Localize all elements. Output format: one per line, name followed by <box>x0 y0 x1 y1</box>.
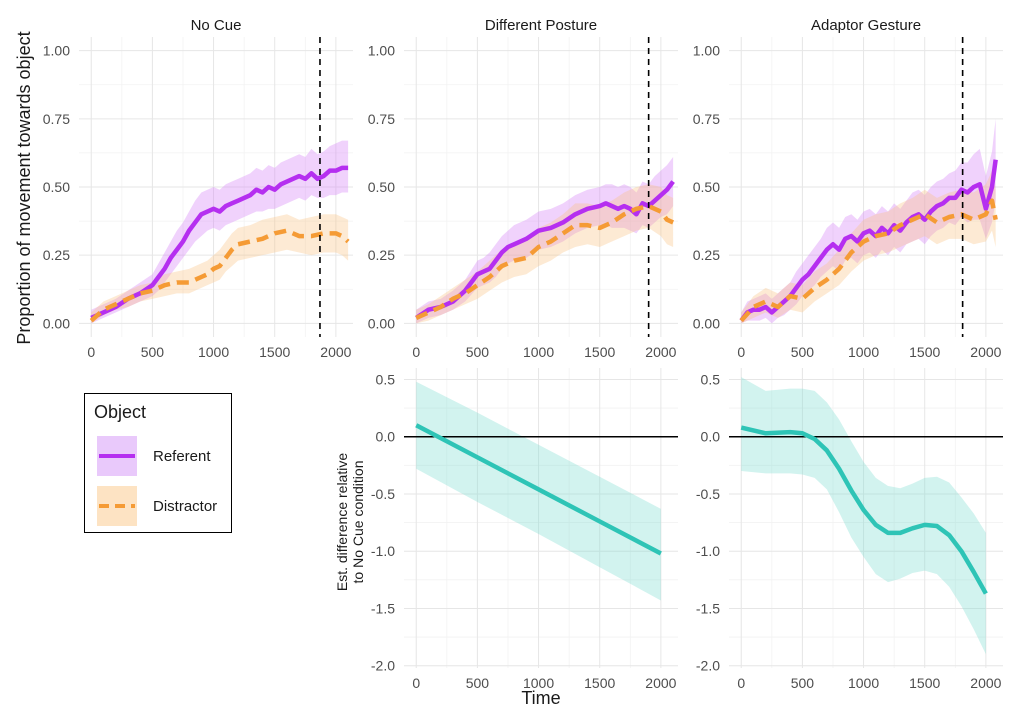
x-tick-label: 2000 <box>645 675 676 691</box>
y-tick-label: 0.00 <box>368 315 395 331</box>
y-tick-label: 0.5 <box>701 371 721 387</box>
x-tick-label: 2000 <box>320 344 351 360</box>
confidence-band-referent <box>741 118 996 324</box>
x-tick-label: 2000 <box>970 675 1001 691</box>
x-tick-label: 2000 <box>645 344 676 360</box>
series-line-distractor <box>739 198 998 323</box>
y-tick-label: 0.50 <box>368 179 395 195</box>
legend-item-referent: Referent <box>97 436 227 476</box>
y-tick-label: 0.25 <box>43 247 70 263</box>
y-tick-label: 1.00 <box>368 43 395 59</box>
x-tick-label: 1500 <box>584 675 615 691</box>
series-line-distractor <box>415 203 675 320</box>
x-axis-title: Time <box>521 688 560 708</box>
x-tick-label: 0 <box>87 344 95 360</box>
strip-no-cue: No Cue <box>191 17 242 34</box>
legend-title: Object <box>94 402 147 422</box>
x-tick-label: 500 <box>466 344 490 360</box>
panel-2: 0 500 1000 1500 2000 0.00 0.25 0.50 0.75 1.00 <box>693 37 1003 360</box>
y-tick-label: 0.00 <box>43 315 70 331</box>
y-tick-label: 0.00 <box>693 315 720 331</box>
y-tick-label: -0.5 <box>696 486 720 502</box>
x-tick-label: 0 <box>412 344 420 360</box>
x-tick-label: 1000 <box>198 344 229 360</box>
x-tick-label: 2000 <box>970 344 1001 360</box>
x-tick-label: 0 <box>412 675 420 691</box>
panel-4: 0 500 1000 1500 2000 -2.0 -1.5 -1.0 -0.5 0.0 0.5 <box>696 368 1003 691</box>
legend: Object Referent Distractor <box>84 393 232 533</box>
series-line-estimate <box>740 425 988 595</box>
confidence-band-referent <box>416 157 674 324</box>
x-tick-label: 500 <box>791 344 815 360</box>
y-tick-label: 0.5 <box>376 371 396 387</box>
legend-key-distractor <box>97 486 137 526</box>
legend-label-referent: Referent <box>153 448 211 465</box>
x-tick-label: 1000 <box>848 675 879 691</box>
x-tick-label: 1000 <box>523 344 554 360</box>
y-axis-title-proportion: Proportion of movement towards object <box>14 31 34 344</box>
x-tick-label: 1000 <box>523 675 554 691</box>
y-tick-label: 0.50 <box>693 179 720 195</box>
x-tick-label: 1500 <box>909 344 940 360</box>
series-line-estimate <box>415 423 662 556</box>
series-line-distractor <box>89 228 350 323</box>
y-tick-label: -0.5 <box>371 486 395 502</box>
x-tick-label: 1500 <box>584 344 615 360</box>
y-axis-title-difference-line1: Est. difference relative <box>334 453 350 591</box>
legend-label-distractor: Distractor <box>153 498 218 515</box>
y-tick-label: 0.0 <box>376 429 396 445</box>
confidence-band-distractor <box>416 184 674 324</box>
x-tick-label: 500 <box>791 675 815 691</box>
y-tick-label: 0.50 <box>43 179 70 195</box>
legend-item-distractor: Distractor <box>97 486 227 526</box>
y-axis-title-difference-line2: to No Cue condition <box>350 461 366 584</box>
x-tick-label: 0 <box>737 344 745 360</box>
y-tick-label: 1.00 <box>43 43 70 59</box>
y-tick-label: -2.0 <box>696 658 720 674</box>
y-tick-label: 0.0 <box>701 429 721 445</box>
y-tick-label: 0.25 <box>693 247 720 263</box>
y-tick-label: -1.0 <box>696 543 720 559</box>
x-tick-label: 1500 <box>259 344 290 360</box>
panel-1: 0 500 1000 1500 2000 0.00 0.25 0.50 0.75 1.00 <box>368 37 678 360</box>
y-tick-label: -1.5 <box>371 600 395 616</box>
series-line-referent <box>739 159 998 322</box>
series-line-referent <box>414 180 675 320</box>
x-tick-label: 500 <box>141 344 165 360</box>
confidence-band-estimate <box>741 377 986 655</box>
strip-adaptor-gesture: Adaptor Gesture <box>811 17 921 34</box>
y-tick-label: 1.00 <box>693 43 720 59</box>
y-tick-label: -1.5 <box>696 600 720 616</box>
y-tick-label: -1.0 <box>371 543 395 559</box>
x-tick-label: 500 <box>466 675 490 691</box>
series-line-referent <box>90 165 349 320</box>
y-tick-label: 0.75 <box>368 111 395 127</box>
x-tick-label: 1500 <box>909 675 940 691</box>
x-tick-label: 0 <box>737 675 745 691</box>
y-tick-label: 0.75 <box>43 111 70 127</box>
panel-3: 0 500 1000 1500 2000 -2.0 -1.5 -1.0 -0.5 0.0 0.5 <box>371 368 678 691</box>
y-tick-label: 0.25 <box>368 247 395 263</box>
y-tick-label: -2.0 <box>371 658 395 674</box>
strip-different-posture: Different Posture <box>485 17 597 34</box>
panel-0: 0 500 1000 1500 2000 0.00 0.25 0.50 0.75 1.00 <box>43 37 353 360</box>
confidence-band-distractor <box>91 214 349 324</box>
x-tick-label: 1000 <box>848 344 879 360</box>
y-tick-label: 0.75 <box>693 111 720 127</box>
legend-key-referent <box>97 436 137 476</box>
